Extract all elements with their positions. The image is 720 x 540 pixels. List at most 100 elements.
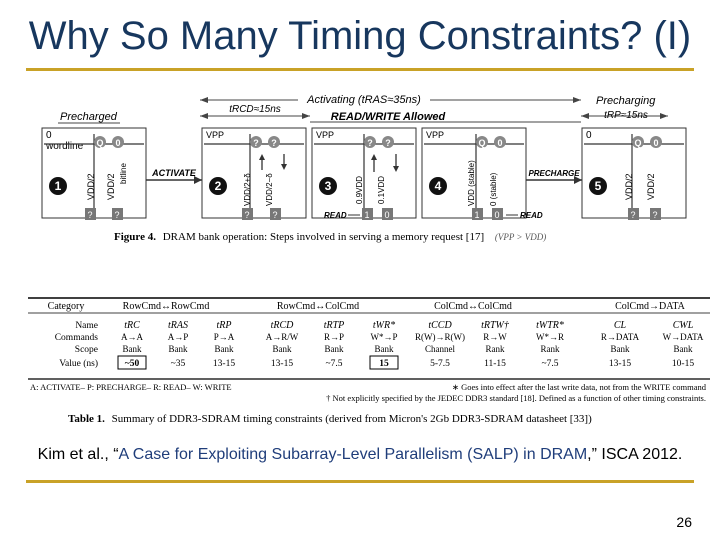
s4-cell-text: 0 <box>497 138 502 148</box>
table-cell-value-1: ~35 <box>171 359 186 369</box>
step-1-number: 1 <box>55 179 62 193</box>
activating-label-bg <box>298 92 430 106</box>
s1-bitline-voltage: VDD/2 <box>86 173 96 200</box>
table-cell-value-4: ~7.5 <box>325 359 342 369</box>
label-readwrite-allowed: READ/WRITE Allowed <box>331 111 446 123</box>
table-cell-scope-10: Bank <box>674 344 693 354</box>
s5-wordline-value: 0 <box>586 130 592 141</box>
table-category-1: RowCmd↔RowCmd <box>123 301 210 312</box>
s2-vpp: VPP <box>206 130 224 140</box>
table-category-0: Category <box>48 301 85 312</box>
table-cell-scope-7: Rank <box>486 344 505 354</box>
state-2: VPP ? ? 2 VDD/2+δ VDD/2−δ ? ? <box>201 127 307 220</box>
table-cell-scope-4: Bank <box>325 344 344 354</box>
citation-venue: ,” ISCA 2012. <box>587 446 683 463</box>
s2-q-text: ? <box>253 138 259 148</box>
s1-wordline-label: wordline <box>45 141 84 152</box>
trcd-arrow-right <box>302 113 310 119</box>
table-cell-name-1: tRAS <box>168 320 188 331</box>
table-category-2: RowCmd↔ColCmd <box>277 301 359 312</box>
state-4-box <box>421 127 527 219</box>
s2-sense-left <box>242 208 253 220</box>
table-cell-value-3: 13-15 <box>271 359 293 369</box>
s1-sense-left-text: ? <box>87 210 92 220</box>
table1-caption: Table 1. Summary of DDR3-SDRAM timing co… <box>68 413 592 425</box>
state-3: VPP ? ? 3 0.9VDD 0.1VDD 1 0 READ <box>311 127 417 220</box>
s5-bitlinebar-voltage: VDD/2 <box>646 173 656 200</box>
step-3-badge <box>319 177 337 195</box>
s1-cell-value <box>112 136 124 148</box>
table-timing-constraints: Category RowCmd↔RowCmd RowCmd↔ColCmd ColCmd… <box>28 297 710 425</box>
table-category-row: Category RowCmd↔RowCmd RowCmd↔ColCmd ColCmd… <box>48 301 686 312</box>
s5-bitline-voltage: VDD/2 <box>624 173 634 200</box>
citation-paper-link[interactable]: A Case for Exploiting Subarray-Level Par… <box>118 446 588 463</box>
s4-cell-value <box>494 136 506 148</box>
table-row-label-1: Commands <box>55 333 99 343</box>
table-cell-cmd-10: W→DATA <box>663 332 704 342</box>
step-5-badge <box>589 177 607 195</box>
step-2-badge <box>209 177 227 195</box>
table-cell-value-5: 15 <box>379 359 389 369</box>
s3-cell-text: ? <box>385 138 391 148</box>
s2-bitline-voltage: VDD/2+δ <box>243 173 252 206</box>
s4-vpp: VPP <box>426 130 444 140</box>
table-cell-cmd-2: P→A <box>214 332 235 342</box>
trcd-arrow-left <box>200 113 208 119</box>
precharge-label: PRECHARGE <box>528 169 580 178</box>
s3-sense-left-text: 1 <box>364 210 369 220</box>
figure4-caption-label: Figure 4. <box>114 231 156 243</box>
step-1-badge <box>49 177 67 195</box>
table-cell-value-7: 11-15 <box>484 359 506 369</box>
label-trcd: tRCD≈15ns <box>229 104 281 115</box>
s1-sense-left <box>85 208 96 220</box>
table-cell-scope-6: Channel <box>425 344 455 354</box>
s1-wordline-value: 0 <box>46 130 52 141</box>
table-value-highlight-0 <box>117 355 147 370</box>
table-row-label-0: Name <box>75 321 98 331</box>
s4-bitline-voltage: VDD (stable) <box>467 160 476 206</box>
s2-sense-left-text: ? <box>244 210 249 220</box>
s2-down-arrow-head <box>281 164 287 170</box>
table-cell-scope-8: Rank <box>541 344 560 354</box>
table-cell-scope-5: Bank <box>375 344 394 354</box>
s1-bitlinebar-voltage: VDD/2 <box>106 173 116 200</box>
step-4-badge <box>429 177 447 195</box>
table-cell-name-8: tWTR* <box>536 320 564 331</box>
table-cell-cmd-5: W*→P <box>371 332 398 342</box>
table-value-highlight-5 <box>369 355 399 370</box>
table-cell-name-5: tWR* <box>373 320 395 331</box>
table1-caption-text: Summary of DDR3-SDRAM timing constraints… <box>112 413 592 425</box>
table-cell-name-2: tRP <box>217 320 232 331</box>
s2-up-arrow-head <box>259 154 265 160</box>
s3-bitline-voltage: 0.9VDD <box>355 176 364 204</box>
table-cell-scope-1: Bank <box>169 344 188 354</box>
s2-cell-value <box>268 136 280 148</box>
table-cell-cmd-6: R(W)→R(W) <box>415 332 465 342</box>
table-cell-value-0: ~50 <box>125 359 140 369</box>
s5-cell-text: 0 <box>653 138 658 148</box>
s4-q-text: Q <box>478 138 485 148</box>
slide-title: Why So Many Timing Constraints? (I) <box>28 14 692 58</box>
table-cell-name-10: CWL <box>673 320 694 331</box>
s3-vpp: VPP <box>316 130 334 140</box>
table-legend: A: ACTIVATE– P: PRECHARGE– R: READ– W: W… <box>30 382 232 392</box>
label-trp: tRP≈15ns <box>604 110 648 121</box>
table-cell-value-2: 13-15 <box>213 359 235 369</box>
table-cell-name-7: tRTW† <box>481 320 510 331</box>
trp-arrow-left <box>581 113 589 119</box>
trp-arrow-right <box>660 113 668 119</box>
table-note-2: † Not explicitly specified by the JEDEC … <box>326 393 706 403</box>
s3-cell-q <box>364 136 376 148</box>
table-category-4: ColCmd→DATA <box>615 301 686 312</box>
table-cell-cmd-4: R→P <box>324 332 344 342</box>
figure4-caption: Figure 4. DRAM bank operation: Steps inv… <box>114 231 546 243</box>
table-cell-name-6: tCCD <box>428 320 452 331</box>
table-cell-cmd-1: A→P <box>168 332 189 342</box>
s4-sense-right-text: 0 <box>494 210 499 220</box>
table-note-1: ∗ Goes into effect after the last write … <box>452 382 707 392</box>
s3-sense-right <box>382 208 393 220</box>
table-cell-cmd-8: W*→R <box>536 332 564 342</box>
state-5: 0 Q 0 5 VDD/2 VDD/2 ? ? <box>581 127 687 220</box>
s5-sense-left-text: ? <box>630 210 635 220</box>
